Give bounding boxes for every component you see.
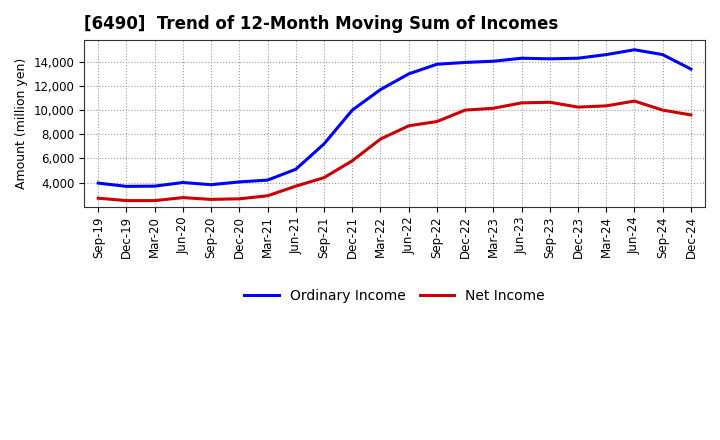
Ordinary Income: [320, 141, 328, 147]
Net Income: [94, 195, 102, 201]
Ordinary Income: [461, 60, 469, 65]
Y-axis label: Amount (million yen): Amount (million yen): [15, 58, 28, 189]
Net Income: [348, 158, 356, 163]
Ordinary Income: [658, 52, 667, 57]
Ordinary Income: [489, 59, 498, 64]
Ordinary Income: [292, 167, 300, 172]
Net Income: [630, 99, 639, 104]
Ordinary Income: [348, 107, 356, 113]
Net Income: [292, 183, 300, 189]
Line: Ordinary Income: Ordinary Income: [98, 50, 691, 187]
Legend: Ordinary Income, Net Income: Ordinary Income, Net Income: [238, 283, 551, 308]
Net Income: [489, 106, 498, 111]
Net Income: [658, 107, 667, 113]
Net Income: [546, 99, 554, 105]
Ordinary Income: [179, 180, 187, 185]
Net Income: [433, 119, 441, 124]
Ordinary Income: [122, 184, 131, 189]
Ordinary Income: [602, 52, 611, 57]
Net Income: [574, 104, 582, 110]
Net Income: [320, 175, 328, 180]
Ordinary Income: [405, 71, 413, 77]
Net Income: [602, 103, 611, 109]
Ordinary Income: [264, 177, 272, 183]
Ordinary Income: [207, 182, 215, 187]
Ordinary Income: [433, 62, 441, 67]
Net Income: [179, 195, 187, 200]
Net Income: [264, 193, 272, 198]
Net Income: [235, 196, 243, 202]
Ordinary Income: [376, 87, 384, 92]
Ordinary Income: [574, 55, 582, 61]
Ordinary Income: [687, 66, 696, 72]
Text: [6490]  Trend of 12-Month Moving Sum of Incomes: [6490] Trend of 12-Month Moving Sum of I…: [84, 15, 559, 33]
Net Income: [376, 136, 384, 142]
Net Income: [687, 112, 696, 117]
Net Income: [150, 198, 159, 203]
Ordinary Income: [546, 56, 554, 62]
Net Income: [122, 198, 131, 203]
Ordinary Income: [630, 47, 639, 52]
Line: Net Income: Net Income: [98, 101, 691, 201]
Ordinary Income: [517, 55, 526, 61]
Ordinary Income: [94, 180, 102, 186]
Ordinary Income: [235, 179, 243, 184]
Net Income: [461, 107, 469, 113]
Net Income: [517, 100, 526, 106]
Net Income: [405, 123, 413, 128]
Net Income: [207, 197, 215, 202]
Ordinary Income: [150, 183, 159, 189]
